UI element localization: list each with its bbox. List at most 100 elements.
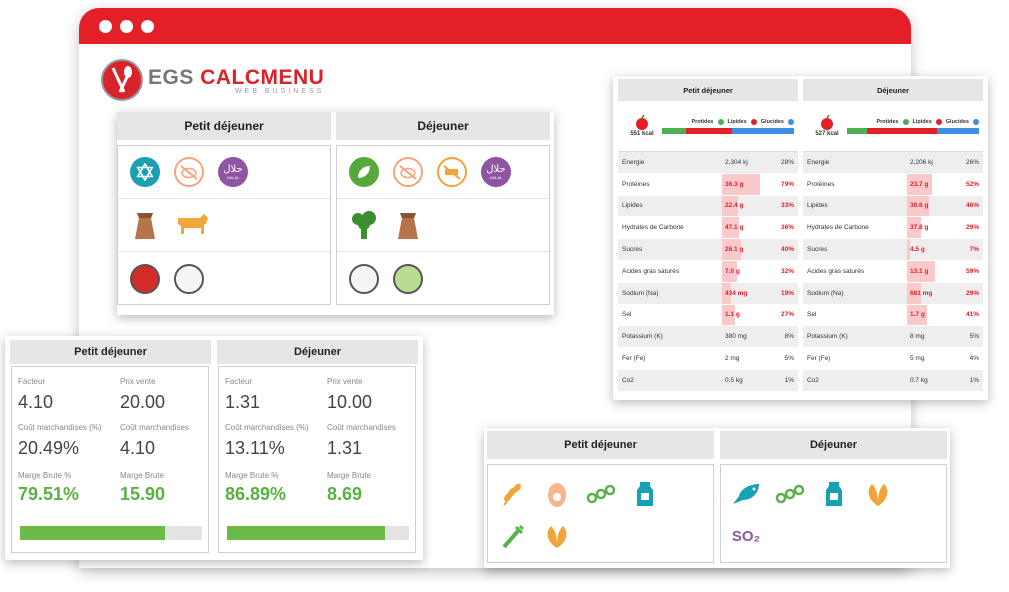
nutrient-name: Potassium (K) bbox=[807, 333, 848, 341]
column-header: Déjeuner bbox=[217, 340, 418, 364]
nutrient-value: 2 mg bbox=[725, 355, 740, 363]
legend-lipides: Lipides bbox=[912, 118, 932, 125]
nutrient-row: Sucres 4.5 g 7% bbox=[803, 239, 983, 261]
finance-column-breakfast: Facteur 4.10 Prix vente 20.00 Coût marchan… bbox=[11, 366, 209, 553]
nutrient-level-fill bbox=[907, 282, 921, 304]
apple-icon bbox=[821, 115, 833, 130]
column-header: Déjeuner bbox=[336, 112, 550, 140]
marge-value: 15.90 bbox=[120, 484, 166, 504]
nutrient-level-fill bbox=[722, 282, 732, 304]
column-header: Déjeuner bbox=[720, 431, 947, 459]
nutrient-row: Energie 2,304 kj 28% bbox=[618, 152, 798, 174]
finance-column-lunch: Facteur 1.31 Prix vente 10.00 Coût marchan… bbox=[218, 366, 416, 553]
nutrient-name: Co2 bbox=[807, 376, 819, 384]
nutrient-percent: 52% bbox=[965, 180, 979, 188]
cout-pct-value: 13.11% bbox=[225, 438, 285, 458]
nutrient-percent: 19% bbox=[780, 289, 794, 297]
allergen-column-breakfast bbox=[487, 464, 714, 563]
nutrient-value: 1.7 g bbox=[910, 311, 925, 319]
nutrient-percent: 5% bbox=[969, 333, 979, 341]
nutrient-row: Sel 1.7 g 41% bbox=[803, 304, 983, 327]
diet-icon-row bbox=[118, 199, 330, 252]
star-of-david-icon bbox=[130, 157, 160, 187]
nutrient-row: Fer (Fe) 5 mg 4% bbox=[803, 348, 983, 370]
nutrient-value: 5 mg bbox=[910, 355, 925, 363]
nutrient-row: Sel 1.1 g 27% bbox=[618, 304, 798, 327]
empty-dot-icon bbox=[174, 263, 204, 294]
nutrient-value-cell: 434 mg bbox=[722, 282, 770, 304]
cout-value: 1.31 bbox=[327, 438, 363, 458]
nutrient-percent: 40% bbox=[780, 246, 794, 254]
nutrient-row: Acides gras saturés 13.1 g 59% bbox=[803, 260, 983, 283]
margin-progress-bar bbox=[227, 526, 409, 540]
macro-segment bbox=[685, 127, 732, 134]
nutrient-value: 0.7 kg bbox=[910, 376, 928, 384]
nutrient-row: Acides gras saturés 7.0 g 32% bbox=[618, 260, 798, 283]
column-header: Déjeuner bbox=[803, 79, 983, 101]
nutrient-row: Protéines 36.3 g 79% bbox=[618, 173, 798, 196]
nutrient-row: Energie 2,206 kj 26% bbox=[803, 152, 983, 174]
diet-column-lunch: Déjeuner حلال HALAL bbox=[336, 112, 550, 315]
flour-sack-icon bbox=[130, 209, 160, 241]
nutrient-percent: 59% bbox=[965, 267, 979, 275]
marge-pct-label: Marge Brute % bbox=[225, 471, 279, 480]
no-pork-icon bbox=[393, 157, 423, 187]
diet-icon-row: حلال HALAL bbox=[118, 146, 330, 199]
prix-vente-value: 10.00 bbox=[327, 392, 373, 412]
nutrient-name: Energie bbox=[622, 158, 645, 166]
nutrient-row: Potassium (K) 380 mg 8% bbox=[618, 326, 798, 349]
nutrient-name: Energie bbox=[807, 158, 830, 166]
diet-icon-row bbox=[337, 252, 549, 305]
column-header: Petit déjeuner bbox=[117, 112, 331, 140]
prix-vente-label: Prix vente bbox=[327, 377, 363, 386]
nutrient-level-fill bbox=[722, 173, 760, 195]
nutrient-value-cell: 8 mg bbox=[907, 326, 955, 347]
nutrient-value: 13.1 g bbox=[910, 267, 929, 275]
halal-icon: حلال HALAL bbox=[481, 157, 511, 187]
fish-icon bbox=[731, 479, 761, 509]
diet-icon-row bbox=[337, 199, 549, 252]
window-dot[interactable] bbox=[141, 19, 154, 33]
nutrient-level-fill bbox=[907, 239, 911, 260]
nutrient-value: 4.5 g bbox=[910, 246, 925, 254]
nutrient-percent: 1% bbox=[969, 376, 979, 384]
window-dot[interactable] bbox=[120, 19, 133, 33]
nutrient-name: Fer (Fe) bbox=[807, 355, 831, 363]
cout-label: Coût marchandises bbox=[120, 423, 189, 432]
red-dot-icon bbox=[130, 263, 160, 294]
nutrient-row: Co2 0.7 kg 1% bbox=[803, 369, 983, 392]
milk-icon bbox=[630, 479, 660, 509]
diet-icon-row bbox=[118, 252, 330, 305]
finance-panel: Petit déjeuner Déjeuner Facteur 4.10 Prix… bbox=[5, 336, 423, 560]
marge-pct-label: Marge Brute % bbox=[18, 471, 72, 480]
nutrient-name: Sodium (Na) bbox=[807, 289, 844, 297]
nutrient-value-cell: 22.4 g bbox=[722, 195, 770, 217]
macro-segment bbox=[936, 127, 979, 134]
window-dot[interactable] bbox=[99, 19, 112, 33]
cout-pct-label: Coût marchandises (%) bbox=[225, 423, 309, 432]
nutrition-panel: Petit déjeuner 551 kcal Protides Lipides… bbox=[613, 76, 988, 400]
facteur-label: Facteur bbox=[18, 377, 46, 386]
nutrient-name: Sodium (Na) bbox=[622, 289, 659, 297]
nutrient-row: Lipides 22.4 g 33% bbox=[618, 195, 798, 218]
allergen-column-lunch: SO₂ bbox=[720, 464, 947, 563]
nutrient-row: Protéines 23.7 g 52% bbox=[803, 173, 983, 196]
nutrient-value: 434 mg bbox=[725, 289, 748, 297]
kcal-value: 527 kcal bbox=[815, 131, 839, 137]
nutrient-value: 47.1 g bbox=[725, 224, 744, 232]
nutrient-row: Fer (Fe) 2 mg 5% bbox=[618, 348, 798, 370]
nutrient-value: 0.5 kg bbox=[725, 376, 743, 384]
legend-glucides: Glucides bbox=[760, 118, 784, 125]
nutrient-name: Hydrates de Carbone bbox=[622, 224, 684, 232]
margin-progress-fill bbox=[227, 526, 386, 540]
logo-tagline: WEB BUSINESS bbox=[235, 87, 325, 95]
nutrient-percent: 8% bbox=[784, 333, 794, 341]
empty-dot-icon bbox=[349, 263, 379, 294]
nutrient-percent: 29% bbox=[965, 289, 979, 297]
nutrient-name: Sel bbox=[807, 311, 817, 319]
nutrient-percent: 36% bbox=[780, 224, 794, 232]
nutrient-name: Hydrates de Carbone bbox=[807, 224, 869, 232]
nutrient-name: Potassium (K) bbox=[622, 333, 663, 341]
marge-pct-value: 79.51% bbox=[18, 484, 80, 504]
nutrient-level-fill bbox=[907, 304, 927, 326]
